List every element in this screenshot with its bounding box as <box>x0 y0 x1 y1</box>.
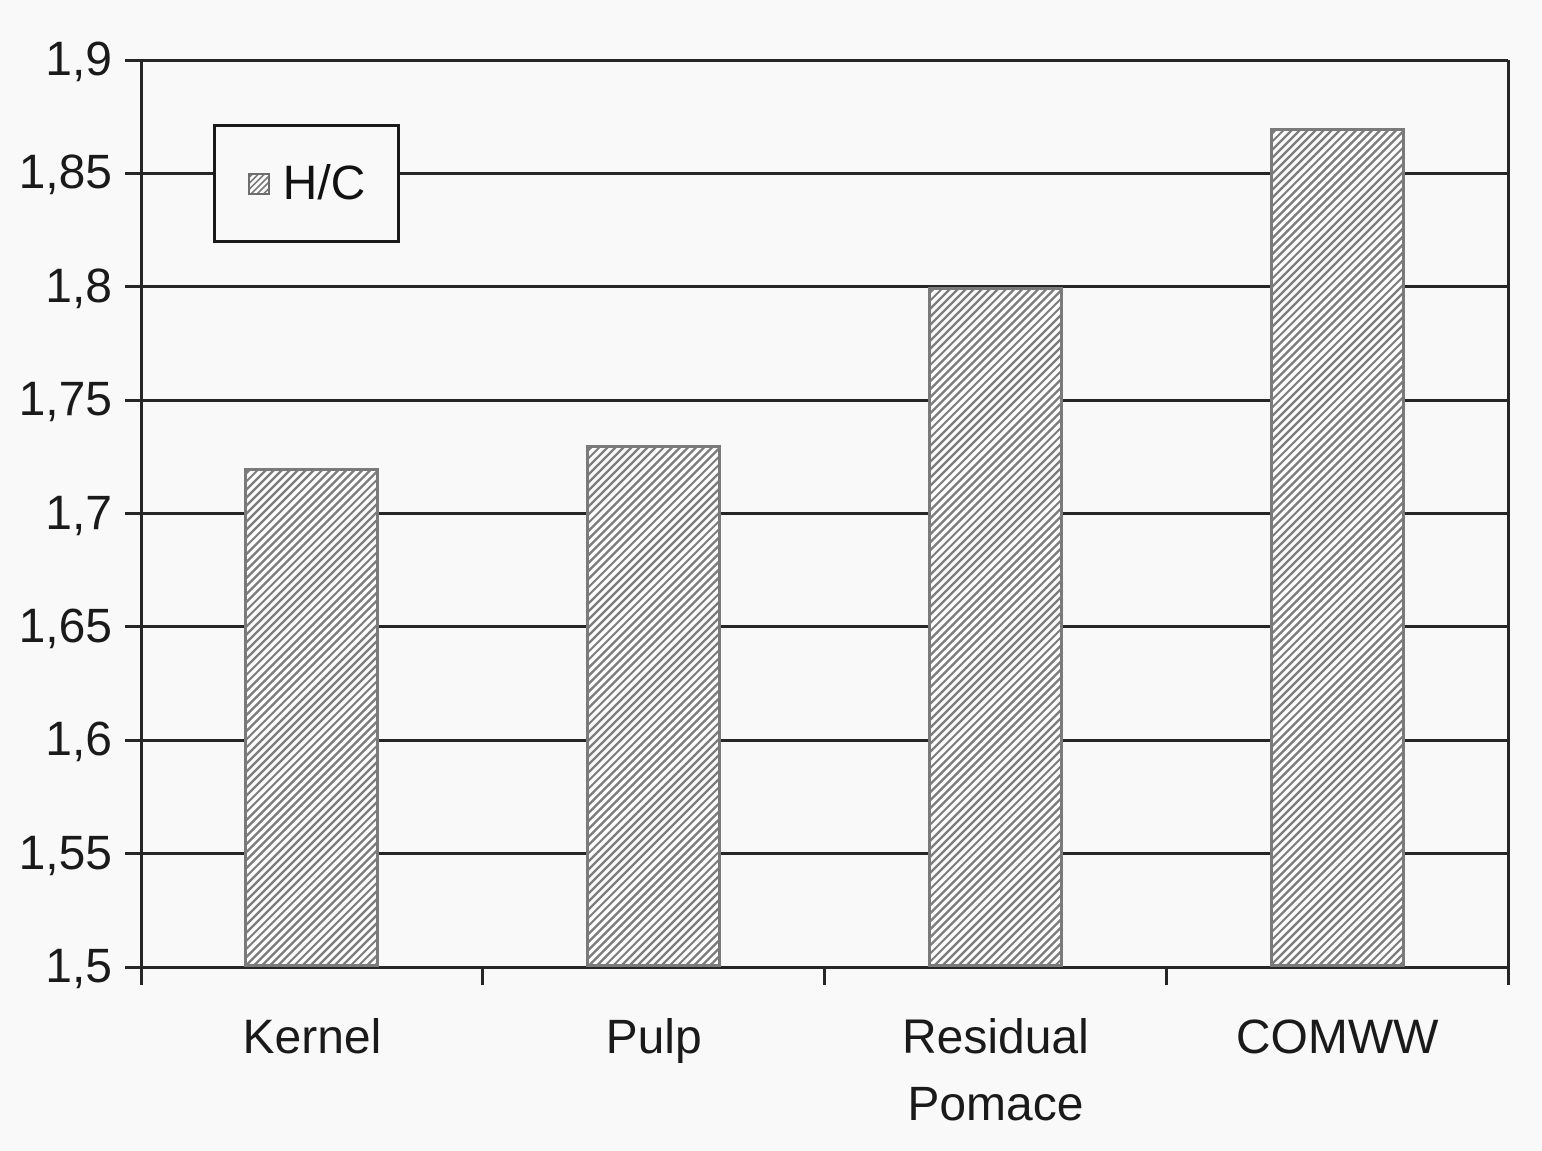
y-tick-label: 1,9 <box>45 33 112 86</box>
x-axis-tick <box>823 967 826 985</box>
y-gridline <box>141 285 1508 289</box>
y-tick-label: 1,55 <box>18 826 112 880</box>
bar-comww <box>1269 128 1405 967</box>
y-axis-tick <box>125 852 141 856</box>
x-category-label: COMWW <box>1235 1011 1439 1064</box>
y-tick-label: 1,75 <box>18 373 112 427</box>
y-axis-tick <box>125 625 141 629</box>
y-gridline <box>141 738 1508 742</box>
y-tick-label: 1,7 <box>45 486 112 540</box>
y-tick-label: 1,6 <box>45 713 112 767</box>
y-tick-label: 1,85 <box>18 146 112 200</box>
y-gridline <box>141 512 1508 515</box>
x-axis-tick <box>1164 967 1168 985</box>
y-tick-label: 1,5 <box>45 940 112 993</box>
bar-residual-pomace <box>927 286 1063 967</box>
y-axis-line <box>139 60 143 985</box>
plot-right-border <box>1506 60 1510 985</box>
bar-kernel <box>244 468 380 967</box>
y-gridline <box>141 171 1508 175</box>
x-category-label: Kernel <box>242 1011 382 1064</box>
y-tick-label: 1,65 <box>18 599 112 653</box>
y-gridline <box>141 852 1508 856</box>
diagonal-hatch-swatch-icon <box>247 172 270 195</box>
y-gridline <box>141 58 1508 62</box>
y-axis-tick <box>125 965 141 969</box>
y-gridline <box>141 625 1508 629</box>
y-tick-label: 1,8 <box>45 259 112 313</box>
x-category-label: Residual Pomace <box>901 1011 1089 1131</box>
y-axis-tick <box>125 398 141 402</box>
legend-box: H/C <box>213 124 400 243</box>
y-gridline <box>141 398 1508 402</box>
x-category-label: Pulp <box>605 1011 702 1064</box>
bar-pulp <box>586 445 722 967</box>
y-axis-tick <box>125 171 141 175</box>
y-axis-tick <box>125 58 141 62</box>
legend-series-label: H/C <box>282 156 366 210</box>
y-axis-tick <box>125 512 141 515</box>
y-axis-tick <box>125 285 141 289</box>
y-axis-tick <box>125 738 141 742</box>
x-axis-tick <box>481 967 485 985</box>
